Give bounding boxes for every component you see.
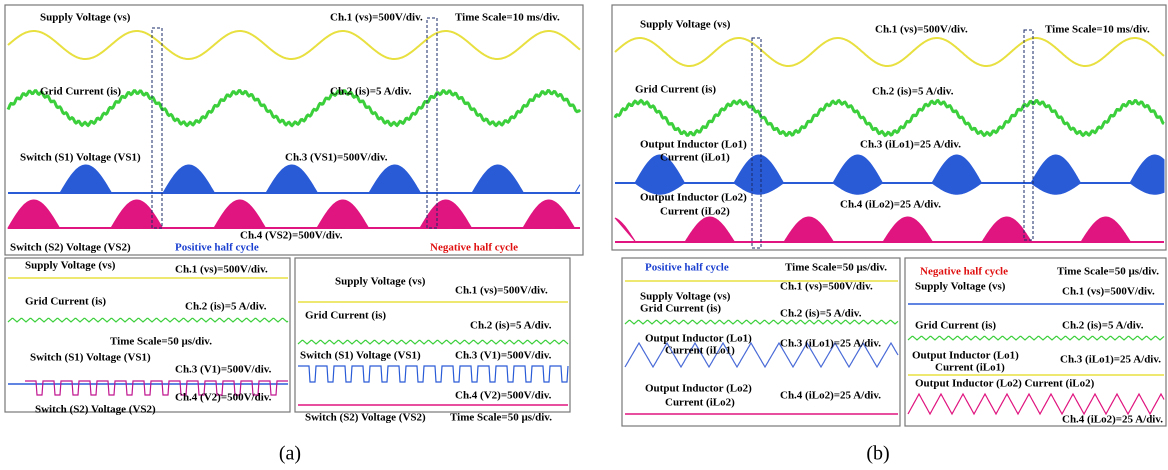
annotation: Grid Current (is) — [25, 296, 106, 308]
caption: (a) — [279, 443, 301, 465]
annotation: Switch (S2) Voltage (VS2) — [10, 242, 131, 254]
annotation: Current (iLo1) — [935, 362, 1005, 374]
annotation: Grid Current (is) — [305, 310, 386, 322]
annotation: Supply Voltage (vs) — [640, 291, 731, 303]
annotation: Time Scale=10 ms/div. — [1045, 24, 1150, 36]
annotation: Supply Voltage (vs) — [25, 260, 116, 272]
annotation: Time Scale=50 µs/div. — [1057, 266, 1159, 278]
annotation: Ch.4 (iLo2)=25 A/div. — [840, 199, 941, 211]
annotation: Ch.1 (vs)=500V/div. — [1062, 286, 1155, 298]
annotation: Supply Voltage (vs) — [915, 281, 1006, 293]
annotation: Ch.3 (VS1)=500V/div. — [285, 152, 388, 164]
caption: (b) — [866, 443, 889, 465]
annotation: Positive half cycle — [175, 242, 259, 254]
annotation: Ch.3 (iLo1)=25 A/div. — [1060, 354, 1161, 366]
annotation: Ch.1 (vs)=500V/div. — [780, 281, 873, 293]
annotation: Ch.2 (is)=5 A/div. — [1062, 320, 1144, 332]
annotation: Current (iLo2) — [660, 206, 730, 218]
annotation: Ch.2 (is)=5 A/div. — [185, 301, 267, 313]
annotation: Current (iLo1) — [665, 345, 735, 357]
annotation: Negative half cycle — [920, 266, 1008, 278]
annotation: Ch.3 (iLo1)=25 A/div. — [860, 139, 961, 151]
annotation: Ch.4 (V2)=500V/div. — [455, 390, 552, 402]
annotation: Switch (S2) Voltage (VS2) — [305, 412, 426, 424]
annotation: Ch.4 (V2)=500V/div. — [175, 392, 272, 404]
annotation: Output Inductor (Lo2) — [640, 192, 747, 204]
annotation: Switch (S1) Voltage (VS1) — [300, 350, 421, 362]
scope-main-a — [5, 5, 583, 255]
annotation: Ch.3 (V1)=500V/div. — [175, 364, 272, 376]
annotation: Time Scale=50 µs/div. — [110, 336, 212, 348]
annotation: Ch.1 (vs)=500V/div. — [175, 264, 268, 276]
annotation: Grid Current (is) — [40, 86, 121, 98]
annotation: Ch.1 (vs)=500V/div. — [455, 285, 548, 297]
annotation: Switch (S2) Voltage (VS2) — [35, 404, 156, 416]
annotation: Positive half cycle — [645, 262, 729, 274]
figure: (a) (b) Supply Voltage (vs) Ch.1 (vs)=500… — [0, 0, 1168, 470]
annotation: Time Scale=50 µs/div. — [450, 412, 552, 424]
annotation: Ch.2 (is)=5 A/div. — [330, 86, 412, 98]
annotation: Current (iLo1) — [660, 152, 730, 164]
annotation: Ch.4 (iLo2)=25 A/div. — [780, 390, 881, 402]
annotation: Ch.3 (V1)=500V/div. — [455, 350, 552, 362]
annotation: Ch.4 (VS2)=500V/div. — [240, 230, 343, 242]
annotation: Grid Current (is) — [635, 84, 716, 96]
annotation: Output Inductor (Lo1) — [912, 350, 1019, 362]
annotation: Time Scale=10 ms/div. — [455, 12, 560, 24]
annotation: Switch (S1) Voltage (VS1) — [30, 352, 151, 364]
annotation: Ch.2 (is)=5 A/div. — [872, 86, 954, 98]
annotation: Supply Voltage (vs) — [640, 19, 731, 31]
annotation: Negative half cycle — [430, 242, 518, 254]
annotation: Ch.4 (iLo2)=25 A/div. — [1062, 414, 1163, 426]
page: (a) (b) Supply Voltage (vs) Ch.1 (vs)=500… — [0, 0, 1168, 470]
annotation: Grid Current (is) — [915, 320, 996, 332]
annotation: Supply Voltage (vs) — [335, 276, 426, 288]
annotation: Output Inductor (Lo2) — [645, 383, 752, 395]
annotation: Ch.2 (is)=5 A/div. — [780, 308, 862, 320]
annotation: Ch.1 (vs)=500V/div. — [875, 24, 968, 36]
annotation: Output Inductor (Lo1) — [640, 139, 747, 151]
annotation: Supply Voltage (vs) — [40, 12, 131, 24]
annotation: Time Scale=50 µs/div. — [785, 262, 887, 274]
annotation: Grid Current (is) — [640, 303, 721, 315]
annotation: Output Inductor (Lo2) Current (iLo2) — [915, 378, 1095, 390]
annotation: Current (iLo2) — [665, 397, 735, 409]
annotation: Ch.3 (iLo1)=25 A/div. — [780, 338, 881, 350]
annotation: Ch.1 (vs)=500V/div. — [330, 12, 423, 24]
annotation: Output Inductor (Lo1) — [645, 333, 752, 345]
annotation: Ch.2 (is)=5 A/div. — [470, 320, 552, 332]
annotation: Switch (S1) Voltage (VS1) — [20, 152, 141, 164]
